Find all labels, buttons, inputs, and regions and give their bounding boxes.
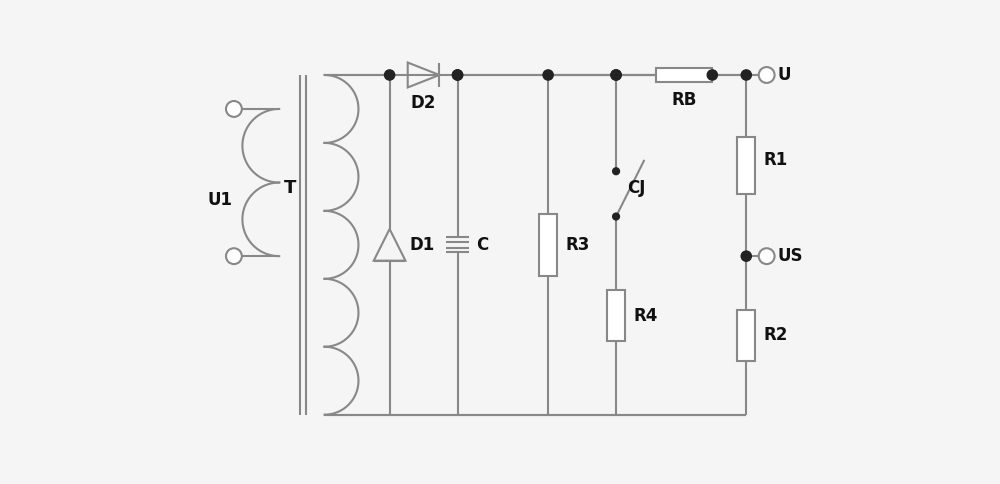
Text: US: US	[777, 247, 803, 265]
Bar	[539, 214, 557, 276]
Text: RB: RB	[671, 91, 697, 109]
Text: D1: D1	[409, 236, 435, 254]
Bar	[607, 290, 625, 341]
Circle shape	[452, 70, 463, 80]
Text: R1: R1	[763, 151, 788, 169]
Circle shape	[613, 213, 619, 220]
Circle shape	[611, 70, 621, 80]
Circle shape	[741, 251, 751, 261]
Circle shape	[385, 70, 395, 80]
Bar	[737, 310, 755, 361]
Text: R4: R4	[633, 306, 657, 325]
Text: C: C	[476, 236, 488, 254]
Circle shape	[611, 70, 621, 80]
Bar	[737, 137, 755, 194]
Circle shape	[707, 70, 717, 80]
Bar	[656, 68, 712, 82]
Text: T: T	[284, 179, 297, 197]
Circle shape	[759, 248, 775, 264]
Text: U1: U1	[207, 191, 232, 209]
Circle shape	[613, 168, 619, 175]
Text: R3: R3	[565, 236, 589, 254]
Text: CJ: CJ	[627, 179, 646, 197]
Circle shape	[452, 70, 463, 80]
Circle shape	[226, 248, 242, 264]
Text: R2: R2	[763, 326, 788, 345]
Circle shape	[226, 101, 242, 117]
Circle shape	[759, 67, 775, 83]
Text: D2: D2	[411, 94, 436, 112]
Text: U: U	[777, 66, 791, 84]
Circle shape	[543, 70, 553, 80]
Circle shape	[741, 70, 751, 80]
